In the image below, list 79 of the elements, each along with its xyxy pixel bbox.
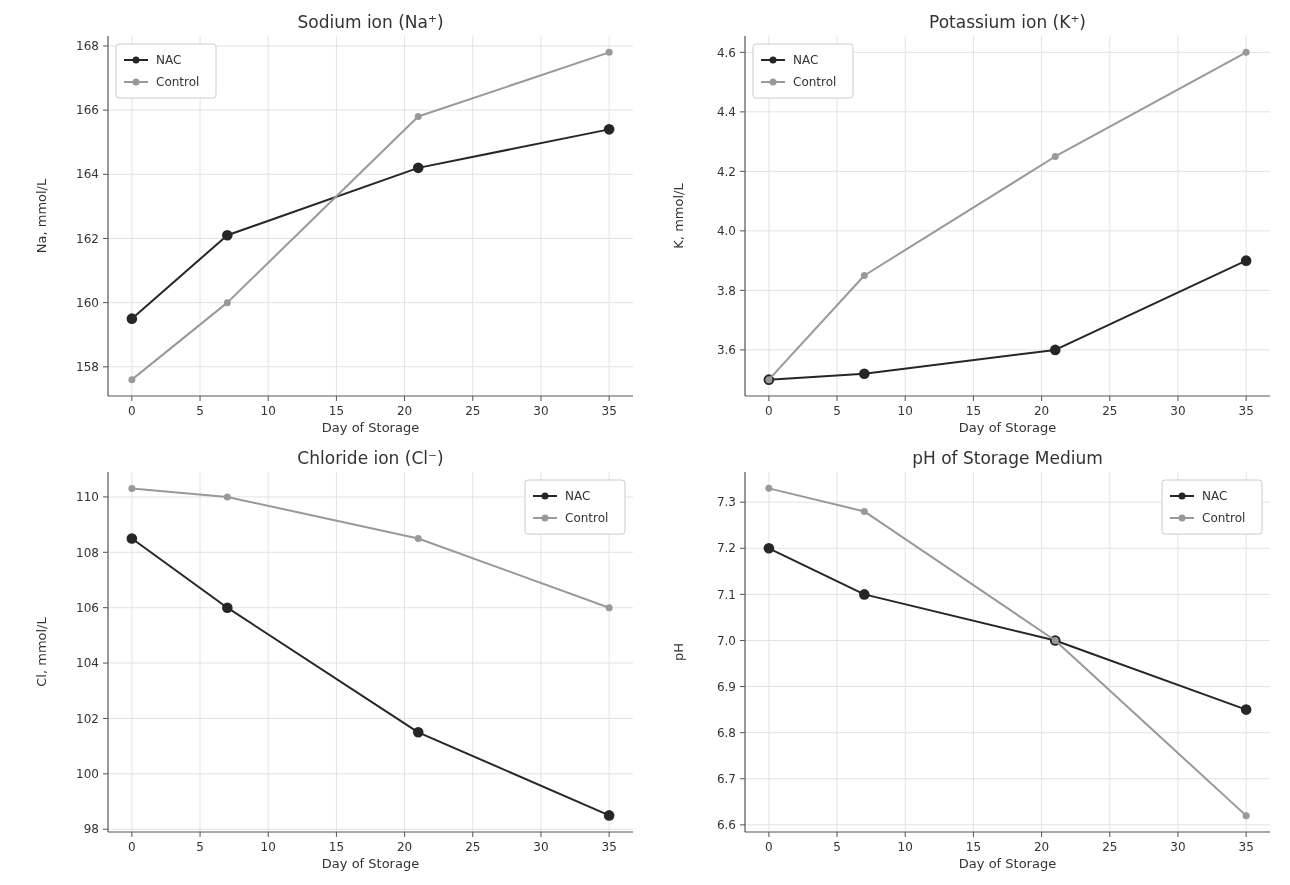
legend-label: Control: [565, 511, 609, 526]
x-tick-label: 15: [965, 840, 982, 854]
y-tick-label: 160: [76, 295, 99, 310]
legend-label: Control: [1202, 511, 1246, 526]
x-tick-label: 5: [196, 404, 204, 418]
chart-title: Sodium ion (Na⁺): [297, 12, 444, 32]
legend-label: NAC: [565, 489, 591, 504]
x-axis-title: Day of Storage: [321, 856, 420, 871]
y-tick-label: 7.1: [716, 587, 736, 602]
y-tick-label: 7.0: [716, 633, 736, 648]
x-tick-label: 35: [1238, 404, 1254, 418]
x-tick-label: 20: [1033, 840, 1050, 854]
x-axis-title: Day of Storage: [958, 420, 1057, 435]
y-tick-label: 110: [76, 490, 99, 505]
x-tick-label: 5: [196, 840, 204, 854]
y-tick-label: 4.0: [716, 224, 736, 239]
y-tick-label: 4.2: [716, 164, 736, 179]
x-tick-label: 30: [533, 404, 549, 418]
x-tick-label: 35: [601, 404, 617, 418]
y-tick-label: 3.6: [716, 343, 736, 358]
y-tick-label: 100: [76, 767, 99, 782]
y-tick-label: 4.6: [716, 45, 736, 60]
legend-label: Control: [793, 75, 837, 90]
x-tick-label: 15: [328, 840, 345, 854]
x-tick-label: 5: [833, 404, 841, 418]
x-tick-label: 30: [1170, 404, 1186, 418]
legend-label: Control: [156, 75, 200, 90]
x-tick-label: 0: [128, 404, 136, 418]
x-tick-label: 35: [1238, 840, 1254, 854]
x-tick-label: 15: [965, 404, 982, 418]
y-tick-label: 3.8: [716, 283, 736, 298]
x-tick-label: 25: [465, 404, 481, 418]
y-tick-label: 102: [76, 711, 99, 726]
y-tick-label: 164: [76, 167, 99, 182]
x-tick-label: 25: [1102, 404, 1118, 418]
x-tick-label: 0: [765, 404, 773, 418]
x-tick-label: 0: [128, 840, 136, 854]
y-axis-title: Na, mmol/L: [34, 178, 49, 254]
x-tick-label: 30: [533, 840, 549, 854]
x-axis-title: Day of Storage: [321, 420, 420, 435]
y-tick-label: 104: [76, 656, 99, 671]
x-tick-label: 15: [328, 404, 345, 418]
y-tick-label: 6.7: [716, 771, 736, 786]
x-tick-label: 35: [601, 840, 617, 854]
x-tick-label: 20: [1033, 404, 1050, 418]
chart-title: pH of Storage Medium: [912, 448, 1103, 468]
x-tick-label: 10: [897, 840, 913, 854]
x-axis-title: Day of Storage: [958, 856, 1057, 871]
y-tick-label: 108: [76, 545, 99, 560]
chart-title: Chloride ion (Cl⁻): [297, 448, 444, 468]
y-tick-label: 106: [76, 600, 99, 615]
x-tick-label: 25: [465, 840, 481, 854]
y-tick-label: 166: [76, 103, 99, 118]
y-tick-label: 4.4: [716, 105, 736, 120]
x-tick-label: 5: [833, 840, 841, 854]
y-tick-label: 7.3: [716, 495, 736, 510]
x-tick-label: 10: [897, 404, 913, 418]
x-tick-label: 25: [1102, 840, 1118, 854]
x-tick-label: 20: [396, 404, 413, 418]
y-tick-label: 98: [83, 822, 99, 837]
y-tick-label: 168: [76, 39, 99, 54]
y-tick-label: 158: [76, 360, 99, 374]
y-tick-label: 6.8: [716, 725, 736, 740]
chart-title: Potassium ion (K⁺): [929, 12, 1086, 32]
x-tick-label: 30: [1170, 840, 1186, 854]
legend-label: NAC: [793, 53, 819, 68]
x-tick-label: 10: [260, 404, 276, 418]
y-axis-title: pH: [671, 642, 686, 662]
y-tick-label: 6.9: [716, 679, 736, 694]
x-tick-label: 10: [260, 840, 276, 854]
y-axis-title: Cl, mmol/L: [34, 616, 49, 687]
legend-label: NAC: [1202, 489, 1228, 504]
legend-label: NAC: [156, 53, 182, 68]
y-tick-label: 162: [76, 231, 99, 246]
x-tick-label: 0: [765, 840, 773, 854]
y-tick-label: 7.2: [716, 541, 736, 556]
y-tick-label: 6.6: [716, 818, 736, 833]
y-axis-title: K, mmol/L: [671, 182, 686, 249]
x-tick-label: 20: [396, 840, 413, 854]
